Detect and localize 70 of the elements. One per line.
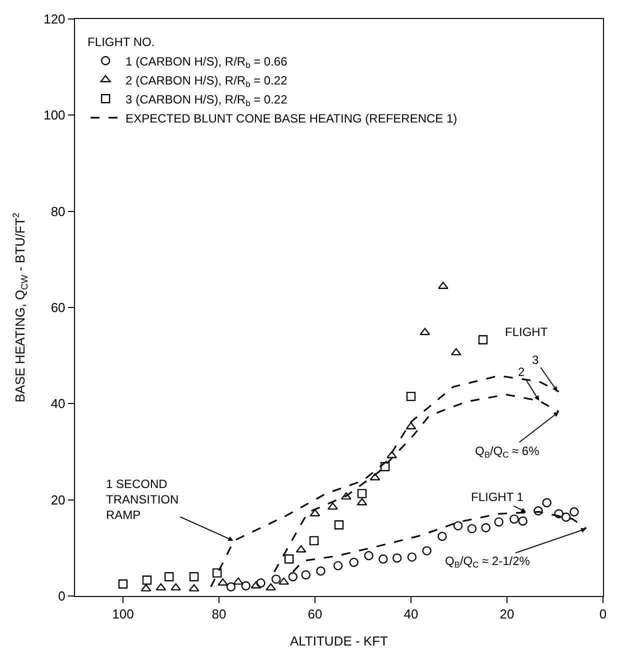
point: [478, 335, 488, 344]
x-tick-label: 40: [404, 606, 418, 622]
y-tick-label: 80: [50, 204, 66, 219]
y-tick-label: 120: [44, 12, 66, 27]
x-axis-title: ALTITUDE - KFT: [290, 633, 388, 648]
point: [218, 578, 228, 586]
y-tick-label: 0: [58, 588, 66, 604]
annotation: Q$_{B}$/Q$_{C}$ ≈ 6%: [475, 444, 540, 460]
point: [328, 502, 338, 510]
point: [272, 574, 281, 584]
point: [212, 568, 222, 578]
point: [357, 488, 367, 498]
y-tick-label: 100: [44, 108, 66, 123]
point: [518, 516, 528, 526]
point: [481, 523, 490, 532]
annotation: FLIGHT 1: [471, 490, 524, 504]
x-tick-label: 80: [212, 606, 226, 622]
point: [349, 558, 358, 567]
point: [309, 536, 319, 546]
legend-label: EXPECTED BLUNT CONE BASE HEATING (REFERENCE 1): [126, 111, 458, 126]
legend-title: FLIGHT NO.: [88, 35, 155, 50]
point: [494, 517, 504, 527]
point: [467, 524, 477, 534]
point: [542, 498, 552, 508]
annotation: 2: [518, 365, 525, 379]
point: [256, 578, 266, 588]
point: [438, 532, 447, 541]
legend-label: 1 (CARBON H/S), R/R$_{b}$ = 0.66: [126, 54, 288, 70]
point: [333, 561, 343, 570]
point: [534, 506, 543, 516]
point: [334, 520, 344, 530]
point: [570, 507, 579, 516]
point: [422, 546, 432, 556]
point: [189, 572, 199, 582]
point: [288, 572, 298, 582]
legend-label: 3 (CARBON H/S), R/R$_{b}$ = 0.22: [126, 92, 288, 108]
annotation: 3: [532, 353, 539, 367]
y-tick-label: 20: [50, 492, 66, 508]
point: [561, 512, 571, 522]
point: [392, 553, 402, 563]
point: [142, 576, 152, 585]
point: [406, 392, 416, 402]
point: [453, 521, 463, 530]
x-tick-label: 60: [308, 606, 322, 622]
point: [278, 577, 290, 585]
point: [241, 581, 250, 590]
point: [378, 554, 388, 564]
point: [226, 582, 236, 592]
annotation: 1 SECOND TRANSITION RAMP: [106, 477, 179, 522]
y-tick-label: 40: [50, 396, 66, 412]
x-tick-label: 20: [500, 606, 514, 622]
y-tick-label: 60: [50, 300, 66, 316]
point: [316, 566, 326, 576]
annotation: FLIGHT: [505, 325, 548, 339]
x-tick-label: 100: [112, 606, 134, 622]
point: [407, 552, 417, 562]
point: [554, 509, 564, 518]
annotation: Q$_{B}$/Q$_{C}$ ≈ 2-1/2%: [445, 554, 530, 570]
point: [164, 572, 174, 582]
point: [340, 492, 352, 500]
point: [510, 514, 519, 524]
point: [364, 551, 374, 560]
point: [118, 579, 128, 589]
x-tick-label: 0: [599, 606, 607, 622]
point: [301, 570, 310, 580]
point: [284, 554, 294, 564]
point: [232, 577, 244, 585]
point: [420, 328, 430, 336]
point: [380, 462, 390, 472]
legend-label: 2 (CARBON H/S), R/R$_{b}$ = 0.22: [126, 73, 288, 89]
